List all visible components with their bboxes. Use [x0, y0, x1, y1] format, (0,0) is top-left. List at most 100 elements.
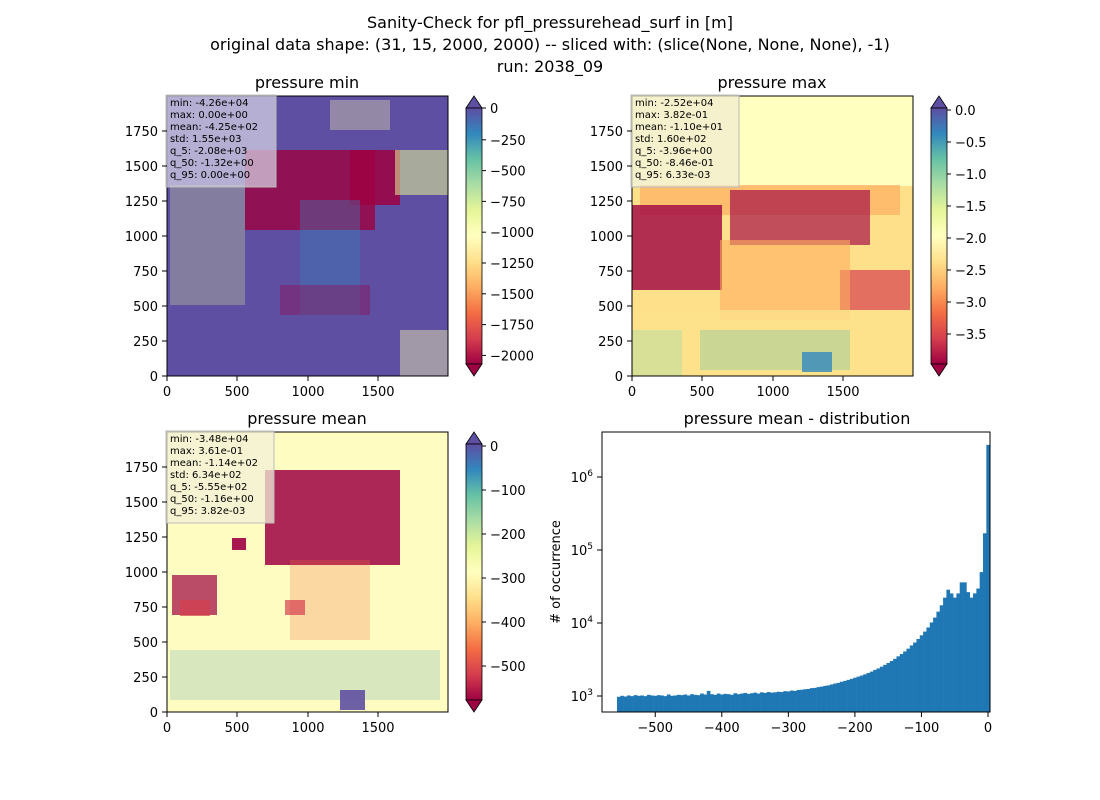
colorbar-tick-label: −2.0 [955, 232, 987, 247]
histogram-bar [753, 692, 758, 712]
histogram-bar [839, 681, 844, 712]
histogram-bar [626, 695, 631, 712]
stats-line: q_50: -1.32e+00 [170, 158, 254, 169]
colorbar-extend-min [465, 363, 483, 377]
heatmap-region [840, 270, 910, 310]
heatmap-region [280, 285, 370, 315]
heatmap-region [300, 200, 360, 320]
y-tick-label: 1250 [125, 195, 158, 210]
x-tick-label: 0 [628, 385, 636, 400]
colorbar: 0 −250 −500 −750 −1000 −1250 −1500 −1750… [465, 95, 534, 377]
panel-distribution: pressure mean - distribution −500 −400 −30… [549, 409, 992, 736]
stats-box-background [630, 94, 740, 188]
histogram-bar [853, 677, 857, 712]
panel-pressure-mean: pressure mean min: -3.48e+04 max: 3.61e-… [125, 409, 526, 736]
histogram-bar [676, 694, 681, 712]
y-tick-label: 104 [571, 615, 594, 632]
y-tick-label: 500 [133, 636, 158, 651]
colorbar-tick-label: 0.0 [955, 104, 976, 119]
heatmap-region [232, 538, 246, 550]
x-tick-label: 1000 [291, 721, 324, 736]
histogram-bar [886, 662, 891, 712]
histogram-bar [916, 638, 921, 712]
x-tick-label: 1500 [826, 385, 859, 400]
panel-title: pressure mean - distribution [684, 409, 911, 428]
x-tick-label: 1000 [291, 385, 324, 400]
colorbar-tick-label: −500 [490, 660, 526, 675]
colorbar-tick-label: −3.0 [955, 296, 987, 311]
stats-box-background [165, 94, 277, 188]
y-tick-label: 0 [150, 370, 158, 385]
histogram-bar [863, 674, 867, 712]
histogram-bar [706, 690, 711, 712]
x-tick-label: −200 [837, 721, 873, 736]
histogram-bar [736, 694, 741, 712]
panel-pressure-min: pressure min min: -4.26e+04 max: 0.00e+0… [125, 73, 534, 400]
stats-line: q_5: -3.96e+00 [635, 146, 712, 157]
histogram-bar [623, 696, 628, 712]
histogram-bar [713, 694, 718, 712]
histogram-bar [740, 693, 744, 712]
heatmap-region [170, 185, 245, 305]
colorbar: 0 −100 −200 −300 −400 −500 [465, 431, 526, 713]
histogram-bar [876, 668, 881, 712]
y-tick-label: 250 [598, 335, 623, 350]
y-tick-label: 1500 [125, 496, 158, 511]
x-axis: 0 500 1000 1500 [163, 712, 395, 736]
y-tick-label: 1000 [590, 230, 623, 245]
histogram-bar [703, 694, 708, 712]
histogram-bar [909, 645, 914, 712]
heatmap-region [167, 315, 448, 345]
stats-line: q_95: 3.82e-03 [170, 506, 245, 517]
colorbar-tick-label: −1000 [490, 226, 534, 241]
colorbar-tick-label: −3.5 [955, 328, 987, 343]
x-tick-label: 1500 [361, 385, 394, 400]
colorbar-extend-min [930, 363, 948, 377]
y-tick-label: 500 [133, 300, 158, 315]
histogram-bar [816, 687, 821, 712]
histogram-bar [866, 673, 871, 712]
x-tick-label: −500 [637, 721, 673, 736]
histogram-bar [896, 656, 901, 712]
colorbar-tick-label: −1250 [490, 257, 534, 272]
histogram-bar [966, 592, 970, 712]
stats-line: max: 0.00e+00 [170, 110, 248, 121]
histogram-bar [903, 651, 907, 712]
histogram-bar [640, 695, 644, 712]
panel-title: pressure mean [247, 409, 367, 428]
histogram-bars [616, 444, 990, 712]
colorbar: 0.0 −0.5 −1.0 −1.5 −2.0 −2.5 −3.0 −3.5 [930, 95, 987, 377]
histogram-bar [943, 597, 947, 712]
stats-line: min: -2.52e+04 [635, 98, 714, 109]
histogram-bar [693, 694, 698, 712]
histogram-bar [913, 642, 917, 712]
colorbar-tick-label: −2.5 [955, 264, 987, 279]
heatmap-region [632, 330, 682, 376]
y-tick-label: 1500 [590, 160, 623, 175]
histogram-bar [926, 627, 931, 712]
histogram-bar [873, 669, 877, 712]
histogram-bar [733, 693, 738, 712]
histogram-bar [663, 696, 668, 712]
histogram-bar [799, 689, 804, 712]
histogram-bar [856, 676, 861, 712]
x-axis: 0 500 1000 1500 [628, 376, 860, 400]
y-axis: 0 250 500 750 1000 1250 1500 1750 [125, 461, 167, 721]
y-tick-label: 1750 [590, 125, 623, 140]
stats-line: std: 1.60e+02 [635, 134, 707, 145]
heatmap-region [340, 690, 365, 710]
histogram-bar [620, 695, 624, 712]
colorbar-tick-label: −400 [490, 616, 526, 631]
y-tick-label: 1250 [125, 531, 158, 546]
histogram-bar [793, 690, 797, 712]
y-tick-label: 1000 [125, 566, 158, 581]
histogram-bar [813, 687, 817, 712]
histogram-bar [976, 588, 980, 712]
histogram-bar [680, 695, 684, 712]
colorbar-tick-label: −200 [490, 528, 526, 543]
histogram-bar [720, 694, 724, 712]
histogram-bar [959, 582, 964, 712]
panel-title: pressure max [717, 73, 826, 92]
histogram-bar [829, 684, 834, 712]
histogram-bar [969, 597, 974, 712]
